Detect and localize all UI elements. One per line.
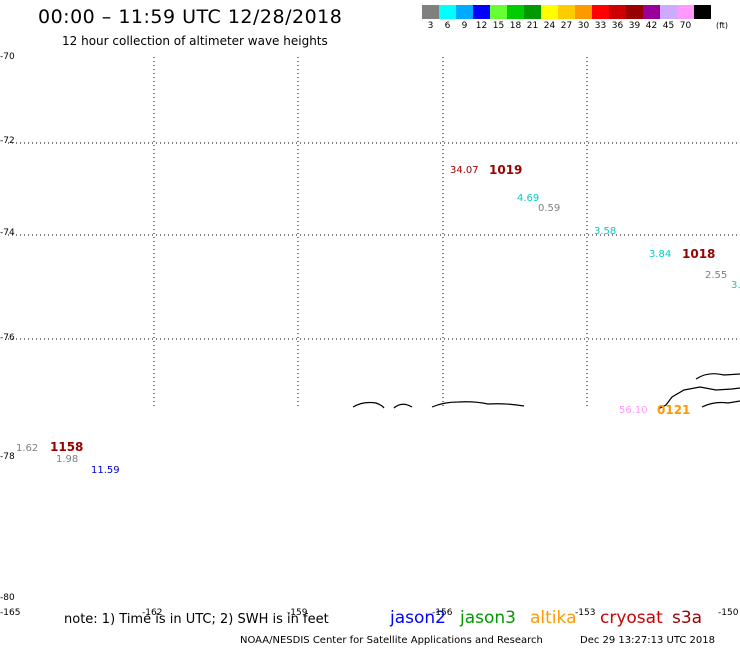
color-swatch	[694, 5, 711, 19]
color-swatch	[524, 5, 541, 19]
color-scale-label: 21	[526, 21, 539, 31]
color-swatch	[677, 5, 694, 19]
color-scale-label: 6	[444, 21, 451, 31]
graticule	[8, 57, 740, 407]
color-swatch	[558, 5, 575, 19]
legend-cryosat: cryosat	[600, 608, 663, 628]
x-tick-label: -162	[142, 608, 163, 618]
color-scale-label: 18	[509, 21, 522, 31]
y-tick-label: -70	[0, 52, 15, 62]
coastline	[352, 373, 740, 410]
map-title: 00:00 – 11:59 UTC 12/28/2018	[38, 6, 343, 28]
color-scale-label: 30	[577, 21, 590, 31]
coastline-segment	[352, 401, 385, 409]
swh-value: 3.84	[649, 249, 672, 260]
color-scale-label: 39	[628, 21, 641, 31]
color-scale-label: 42	[645, 21, 658, 31]
y-tick-label: -76	[0, 333, 15, 343]
legend-altika: altika	[530, 608, 577, 628]
color-scale-label: 24	[543, 21, 556, 31]
y-tick-label: -80	[0, 593, 15, 603]
map-subtitle: 12 hour collection of altimeter wave hei…	[62, 34, 328, 48]
swh-value: 4.69	[517, 193, 540, 204]
legend-jason3: jason3	[460, 608, 516, 628]
color-scale	[422, 5, 711, 19]
swh-value: 2.55	[705, 270, 728, 281]
obs-time: 1019	[489, 163, 523, 177]
map-plot	[8, 57, 740, 410]
color-swatch	[660, 5, 677, 19]
color-swatch	[439, 5, 456, 19]
swh-value: 3.	[731, 280, 740, 291]
obs-time: 1018	[682, 247, 716, 261]
y-tick-label: -78	[0, 452, 15, 462]
color-scale-label: 70	[679, 21, 692, 31]
color-scale-label: 12	[475, 21, 488, 31]
coastline-segment	[695, 373, 740, 380]
swh-value: 3.58	[594, 226, 617, 237]
coastline-segment	[393, 403, 413, 409]
color-swatch	[575, 5, 592, 19]
color-scale-label: 27	[560, 21, 573, 31]
x-tick-label: -159	[287, 608, 308, 618]
coastline-segment	[431, 401, 525, 408]
color-swatch	[626, 5, 643, 19]
coastline-segment	[657, 386, 740, 410]
color-swatch	[490, 5, 507, 19]
color-swatch	[456, 5, 473, 19]
swh-value: 0.59	[538, 203, 561, 214]
footer-note: note: 1) Time is in UTC; 2) SWH is in fe…	[64, 612, 329, 627]
color-scale-label: 15	[492, 21, 505, 31]
color-swatch	[541, 5, 558, 19]
swh-value: 1.98	[56, 454, 79, 465]
color-swatch	[592, 5, 609, 19]
color-scale-label: 45	[662, 21, 675, 31]
swh-value: 1.62	[16, 443, 39, 454]
legend-jason2: jason2	[390, 608, 446, 628]
color-swatch	[422, 5, 439, 19]
color-swatch	[507, 5, 524, 19]
obs-time: 0121	[657, 403, 691, 417]
legend-s3a: s3a	[672, 608, 703, 628]
color-scale-label: 3	[427, 21, 434, 31]
y-tick-label: -74	[0, 228, 15, 238]
swh-value: 56.10	[619, 405, 648, 416]
y-tick-label: -72	[0, 136, 15, 146]
obs-time: 1158	[50, 440, 84, 454]
x-tick-label: -165	[0, 608, 21, 618]
x-tick-label: -150	[718, 608, 739, 618]
color-scale-labels: 3 6 9 12 15 18 21 24 27 30 33 36 39 42 45 70	[422, 21, 694, 31]
color-scale-label: 36	[611, 21, 624, 31]
swh-value: 11.59	[91, 465, 120, 476]
color-scale-label: 33	[594, 21, 607, 31]
swh-value: 34.07	[450, 165, 479, 176]
generated-timestamp: Dec 29 13:27:13 UTC 2018	[580, 635, 715, 646]
color-swatch	[609, 5, 626, 19]
color-scale-unit: (ft)	[716, 21, 729, 30]
color-swatch	[643, 5, 660, 19]
credit-line: NOAA/NESDIS Center for Satellite Applica…	[240, 635, 543, 646]
x-tick-label: -153	[575, 608, 596, 618]
color-swatch	[473, 5, 490, 19]
x-tick-label: -156	[432, 608, 453, 618]
color-scale-label: 9	[461, 21, 468, 31]
coastline-segment	[701, 400, 740, 408]
